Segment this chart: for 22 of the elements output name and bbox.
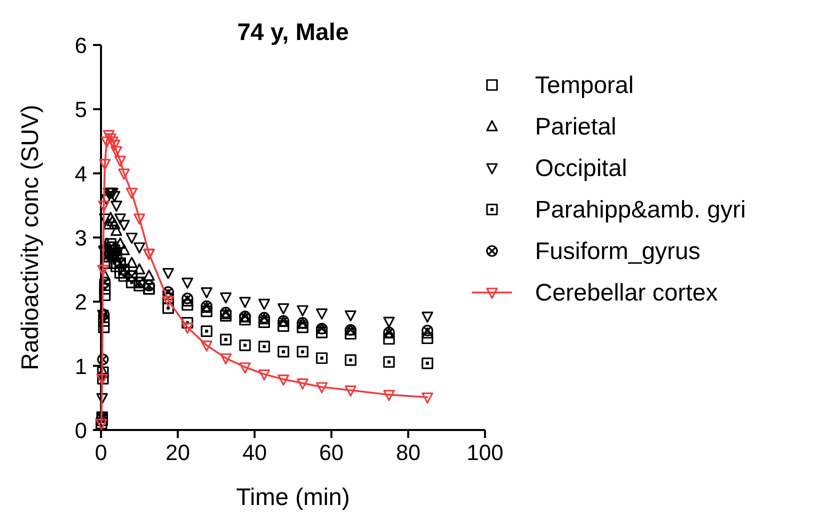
legend-label: Occipital <box>535 155 628 182</box>
legend-label: Temporal <box>535 72 634 99</box>
chart-title: 74 y, Male <box>237 19 349 46</box>
y-tick-label: 3 <box>74 226 87 250</box>
legend-label: Cerebellar cortex <box>535 280 718 306</box>
x-axis-title: Time (min) <box>236 484 350 511</box>
y-tick-label: 2 <box>74 290 87 315</box>
x-tick-label: 100 <box>466 440 504 465</box>
legend-label: Parahipp&amb. gyri <box>535 196 746 224</box>
x-tick-label: 60 <box>319 440 344 465</box>
x-tick-label: 40 <box>242 440 267 465</box>
y-tick-label: 1 <box>74 354 87 379</box>
y-tick-label: 6 <box>74 33 87 58</box>
legend-label: Fusiform_gyrus <box>535 238 700 265</box>
y-axis-title: Radioactivity conc (SUV) <box>17 104 44 370</box>
y-tick-label: 0 <box>74 418 87 443</box>
y-tick-label: 4 <box>74 161 87 186</box>
y-tick-label: 5 <box>74 97 87 122</box>
x-tick-label: 0 <box>94 440 108 465</box>
x-tick-label: 20 <box>166 440 190 465</box>
legend-label: Parietal <box>535 114 616 140</box>
x-tick-label: 80 <box>396 440 420 465</box>
